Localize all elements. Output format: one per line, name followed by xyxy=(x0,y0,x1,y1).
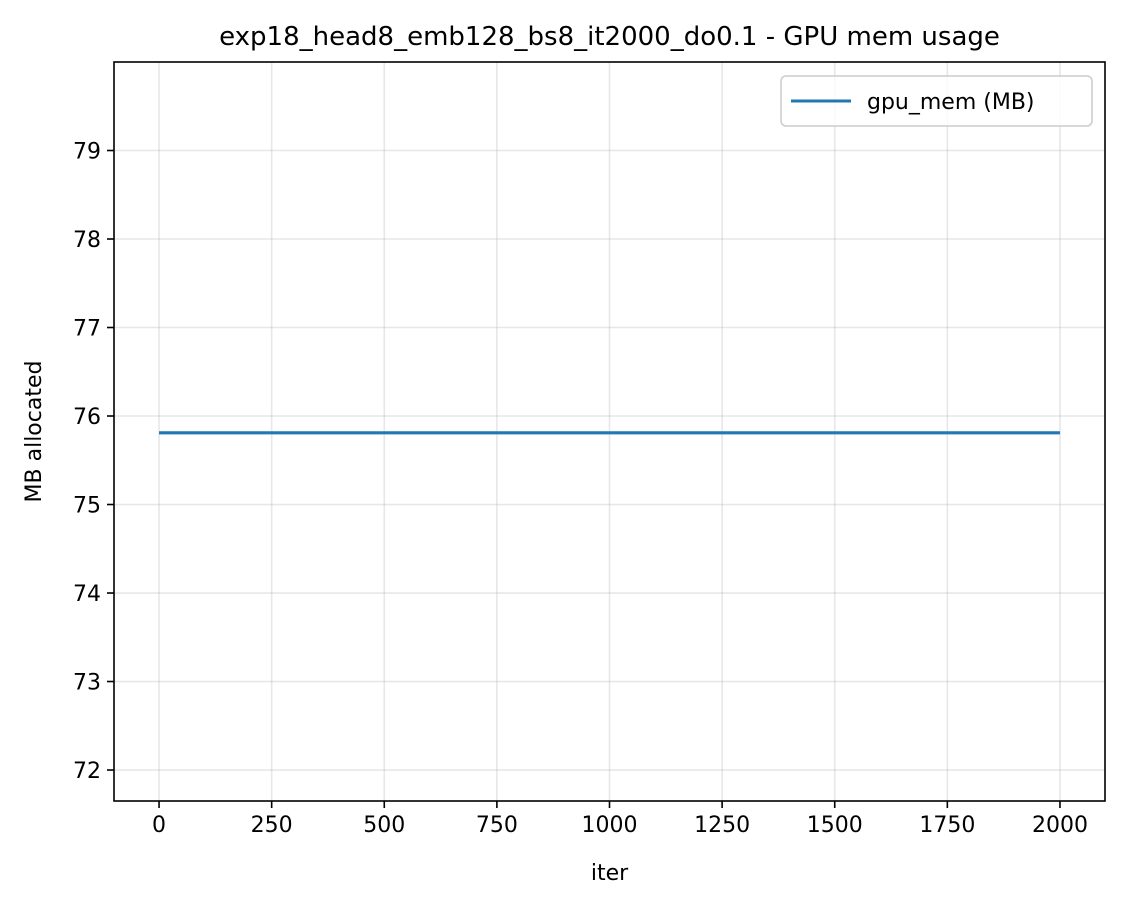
y-tick-label: 79 xyxy=(73,140,101,165)
x-tick-label: 2000 xyxy=(1032,813,1088,838)
y-tick-label: 75 xyxy=(73,494,101,519)
x-tick-label: 1500 xyxy=(807,813,863,838)
y-tick-label: 73 xyxy=(73,671,101,696)
y-tick-label: 77 xyxy=(73,317,101,342)
y-tick-label: 76 xyxy=(73,405,101,430)
x-tick-label: 500 xyxy=(363,813,405,838)
y-tick-label: 74 xyxy=(73,582,101,607)
x-tick-label: 0 xyxy=(152,813,166,838)
legend: gpu_mem (MB) xyxy=(780,75,1093,127)
y-ticks: 72 73 74 75 76 77 78 79 xyxy=(73,140,114,784)
y-tick-label: 78 xyxy=(73,228,101,253)
x-axis-label: iter xyxy=(591,861,629,886)
chart-title: exp18_head8_emb128_bs8_it2000_do0.1 - GP… xyxy=(219,22,1000,52)
legend-box xyxy=(780,75,1093,127)
x-tick-label: 250 xyxy=(251,813,293,838)
x-tick-label: 750 xyxy=(476,813,518,838)
x-tick-label: 1750 xyxy=(919,813,975,838)
y-axis-label: MB allocated xyxy=(22,361,47,503)
x-ticks: 0 250 500 750 1000 1250 1500 1750 2000 xyxy=(152,801,1088,838)
legend-label: gpu_mem (MB) xyxy=(867,90,1035,115)
x-tick-label: 1000 xyxy=(582,813,638,838)
x-tick-label: 1250 xyxy=(694,813,750,838)
y-tick-label: 72 xyxy=(73,759,101,784)
